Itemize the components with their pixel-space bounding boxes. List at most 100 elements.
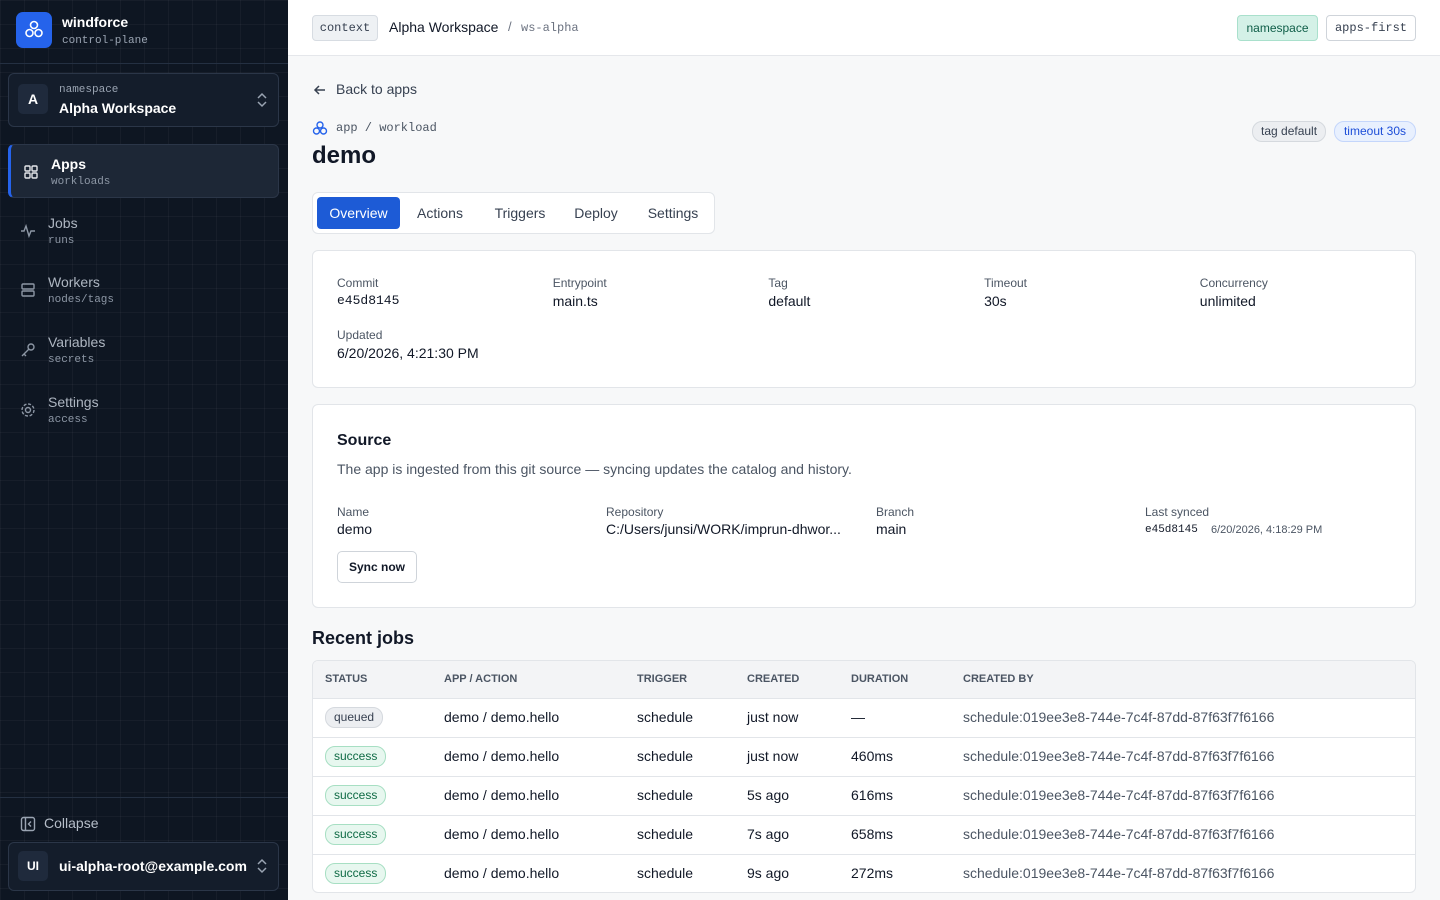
nav-sub: workloads bbox=[51, 176, 111, 188]
user-avatar: UI bbox=[18, 851, 48, 881]
tab[interactable]: Triggers bbox=[494, 205, 546, 221]
section-title: Recent jobs bbox=[312, 628, 415, 648]
nav-item[interactable]: Workers nodes/tags bbox=[8, 263, 279, 317]
sidebar: windforce control-plane A namespace Alph… bbox=[0, 0, 288, 900]
column-header: TRIGGER bbox=[637, 673, 688, 685]
cell: schedule bbox=[637, 748, 694, 764]
row-divider bbox=[313, 776, 1415, 777]
chevron-icon bbox=[257, 92, 267, 108]
user-email: ui-alpha-root@example.com bbox=[59, 858, 247, 874]
field-label: Name bbox=[337, 505, 370, 519]
status-pill: success bbox=[325, 863, 387, 884]
nav-icon bbox=[21, 343, 35, 357]
status-pill: success bbox=[325, 824, 387, 845]
cell: demo / demo.hello bbox=[444, 748, 560, 764]
namespace-badge: namespace bbox=[1237, 15, 1318, 41]
field-label: Repository bbox=[606, 505, 664, 519]
tab[interactable]: Actions bbox=[417, 205, 463, 221]
field-label: Entrypoint bbox=[552, 276, 607, 290]
field-value: 30s bbox=[984, 293, 1007, 309]
field-label: Tag bbox=[768, 276, 788, 290]
synced-time: 6/20/2026, 4:18:29 PM bbox=[1211, 524, 1323, 536]
nav-item[interactable]: Variables secrets bbox=[8, 323, 279, 377]
app-title: demo bbox=[312, 142, 377, 169]
breadcrumb: app / workload bbox=[336, 121, 437, 135]
row-divider bbox=[313, 737, 1415, 738]
field-value: e45d8145 bbox=[337, 293, 400, 308]
back-icon bbox=[313, 85, 325, 95]
nav-sub: access bbox=[48, 413, 88, 426]
workspace-label: namespace bbox=[59, 84, 119, 96]
nav-item[interactable]: Settings access bbox=[8, 383, 279, 437]
nav-item[interactable]: Apps workloads bbox=[8, 144, 279, 198]
nav-icon bbox=[21, 223, 35, 238]
field-value: unlimited bbox=[1199, 293, 1256, 309]
nav-item[interactable]: Jobs runs bbox=[8, 204, 279, 258]
sync-button[interactable]: Sync now bbox=[337, 551, 417, 583]
tab[interactable]: Overview bbox=[317, 197, 400, 229]
user-menu[interactable]: UI ui-alpha-root@example.com bbox=[8, 842, 279, 891]
brand-sub: control-plane bbox=[62, 35, 148, 47]
nav-icon bbox=[21, 403, 35, 417]
cell: demo / demo.hello bbox=[444, 826, 560, 842]
field-label: Branch bbox=[876, 505, 915, 519]
collapse-icon bbox=[20, 816, 36, 832]
cell: schedule:019ee3e8-744e-7c4f-87dd-87f63f7… bbox=[963, 709, 1275, 725]
field-value: 6/20/2026, 4:21:30 PM bbox=[337, 345, 479, 361]
cell: 460ms bbox=[851, 748, 894, 764]
table-header bbox=[313, 661, 1415, 699]
tag-badge: tag default bbox=[1252, 121, 1326, 142]
cell: 7s ago bbox=[747, 826, 790, 842]
field-label: Commit bbox=[337, 276, 379, 290]
cell: schedule bbox=[637, 865, 694, 881]
cell: schedule bbox=[637, 709, 694, 725]
nav-label: Workers bbox=[48, 274, 100, 291]
cell: 5s ago bbox=[747, 787, 790, 803]
nav-sub: secrets bbox=[48, 354, 95, 367]
details-card: Commit e45d8145 Entrypoint main.ts Tag defaul… bbox=[312, 250, 1416, 388]
chevron-icon bbox=[257, 858, 267, 874]
back-link[interactable]: Back to apps bbox=[336, 81, 417, 97]
separator: / bbox=[508, 19, 512, 34]
section-title: Source bbox=[337, 432, 392, 449]
nav-icon bbox=[21, 283, 35, 298]
app-icon bbox=[312, 121, 328, 135]
nav-label: Variables bbox=[48, 334, 106, 351]
status-pill: success bbox=[325, 746, 387, 767]
workspace-name: Alpha Workspace bbox=[389, 19, 499, 35]
section-description: The app is ingested from this git source… bbox=[337, 461, 852, 477]
field-value: default bbox=[768, 293, 811, 309]
tab-bar: Overview Actions Triggers Deploy Settings bbox=[312, 192, 715, 234]
nav-label: Jobs bbox=[48, 214, 78, 231]
tab[interactable]: Deploy bbox=[574, 205, 618, 221]
cell: just now bbox=[747, 709, 799, 725]
brand-logo bbox=[16, 12, 52, 48]
field-value: C:/Users/junsi/WORK/imprun-dhwor... bbox=[606, 521, 841, 537]
cell: schedule:019ee3e8-744e-7c4f-87dd-87f63f7… bbox=[963, 826, 1275, 842]
brand-name: windforce bbox=[62, 14, 129, 30]
cell: just now bbox=[747, 748, 799, 764]
row-divider bbox=[313, 815, 1415, 816]
column-header: DURATION bbox=[851, 673, 909, 685]
nav-label: Apps bbox=[51, 156, 86, 172]
cell: 616ms bbox=[851, 787, 894, 803]
nav-sub: nodes/tags bbox=[48, 294, 115, 307]
divider bbox=[0, 797, 288, 798]
mode-badge: apps-first bbox=[1326, 15, 1416, 41]
synced-commit: e45d8145 bbox=[1145, 524, 1198, 536]
cell: schedule bbox=[637, 787, 694, 803]
column-header: CREATED BY bbox=[963, 673, 1034, 685]
field-value: main bbox=[876, 521, 907, 537]
cell: schedule:019ee3e8-744e-7c4f-87dd-87f63f7… bbox=[963, 787, 1275, 803]
timeout-badge: timeout 30s bbox=[1334, 121, 1416, 142]
workspace-avatar: A bbox=[18, 84, 48, 114]
tab[interactable]: Settings bbox=[647, 205, 699, 221]
status-pill: success bbox=[325, 785, 387, 806]
workspace-switcher[interactable]: A namespace Alpha Workspace bbox=[8, 73, 279, 127]
nav-sub: runs bbox=[48, 234, 75, 247]
collapse-button[interactable]: Collapse bbox=[44, 815, 99, 831]
topbar: context Alpha Workspace / ws-alpha names… bbox=[288, 0, 1440, 56]
